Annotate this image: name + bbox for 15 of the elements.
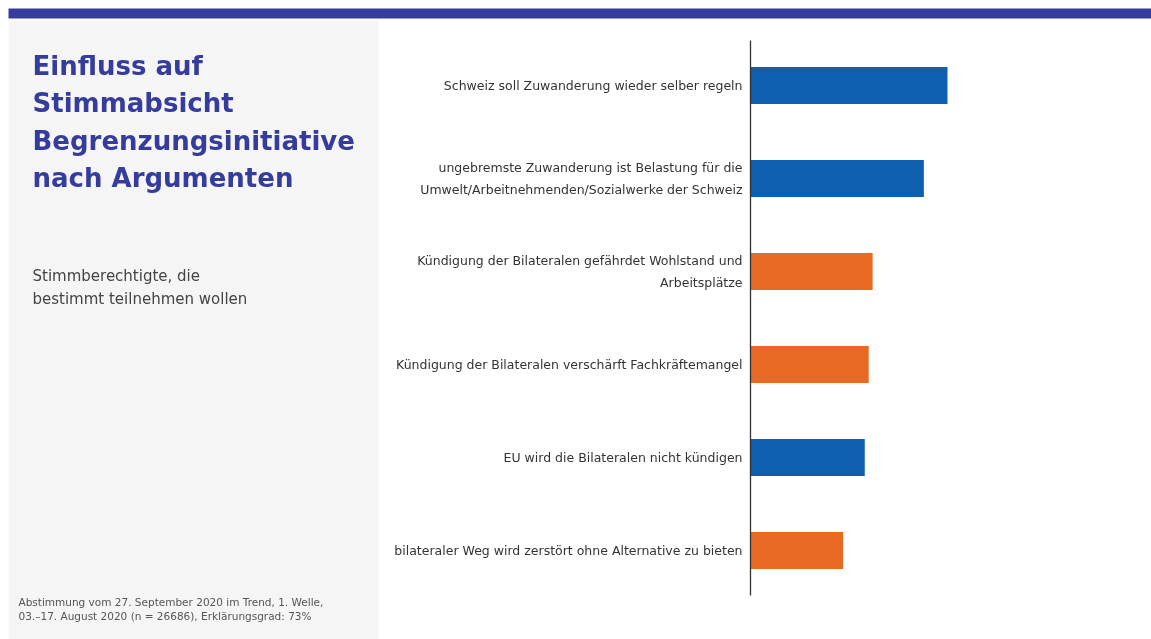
y-tick-label: Schweiz soll Zuwanderung wieder selber regeln: [443, 78, 743, 93]
bar: [750, 531, 844, 570]
bar: [750, 66, 948, 105]
text: Abstimmung vom 27. September 2020 im Trend, 1. Welle, 03.–17. August 2020 (n = 26686), Erklärungsgrad: 73%: [18, 595, 324, 622]
text: Einfluss auf Stimmabsicht Begrenzungsinitiative nach Argumenten: [32, 50, 355, 193]
bar: [750, 159, 924, 198]
y-tick-label: EU wird die Bilateralen nicht kündigen: [503, 450, 743, 465]
y-tick-label: Kündigung der Bilateralen gefährdet Wohlstand und Arbeitsplätze: [417, 252, 743, 291]
bar: [750, 252, 873, 291]
y-tick-label: bilateraler Weg wird zerstört ohne Alternative zu bieten: [394, 543, 743, 558]
y-tick-label: ungebremste Zuwanderung ist Belastung für die Umwelt/Arbeitnehmenden/Sozialwerke der Schweiz: [420, 159, 743, 198]
text: Stimmberechtigte, die bestimmt teilnehmen wollen: [32, 266, 248, 308]
y-tick-label: Kündigung der Bilateralen verschärft Fachkräftemangel: [396, 357, 743, 372]
bar: [750, 345, 869, 384]
bar: [750, 438, 865, 477]
